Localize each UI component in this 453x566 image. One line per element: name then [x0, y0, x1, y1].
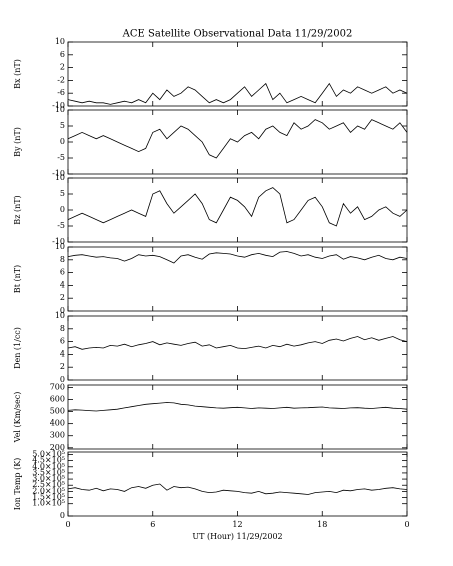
y-tick-label: 4.5×10⁵ [32, 456, 65, 465]
plot-frame [67, 246, 408, 312]
y-axis-label: Bz (nT) [13, 195, 22, 224]
x-tick-label: 12 [232, 520, 242, 529]
x-axis-label: UT (Hour) 11/29/2002 [192, 532, 282, 541]
y-tick-label: -10 [52, 101, 65, 110]
plot-frame [67, 384, 408, 450]
y-tick-label: -10 [52, 169, 65, 178]
y-tick-label: 0 [60, 511, 65, 520]
y-tick-label: 2 [60, 362, 65, 371]
x-tick-label: 0 [404, 520, 409, 529]
y-axis-label: By (nT) [13, 127, 22, 157]
y-tick-label: 4 [60, 280, 65, 289]
data-line [67, 402, 408, 412]
y-tick-label: 200 [50, 443, 65, 452]
y-tick-label: 700 [50, 382, 65, 391]
plot-frame [67, 41, 408, 107]
y-tick-label: 4.0×10⁵ [32, 462, 65, 471]
y-tick-label: -6 [57, 88, 65, 97]
y-axis-label: Den (1/cc) [13, 327, 22, 369]
y-axis-label: Vel (Km/sec) [13, 392, 22, 444]
y-tick-label: 500 [50, 407, 65, 416]
y-tick-label: 0 [60, 205, 65, 214]
x-tick-label: 0 [65, 520, 70, 529]
y-tick-label: 8 [60, 324, 65, 333]
y-tick-label: 1.5×10⁵ [32, 493, 65, 502]
x-tick-label: 6 [150, 520, 155, 529]
data-line [67, 119, 408, 159]
data-line [67, 251, 408, 264]
y-tick-label: 10 [55, 311, 65, 320]
plot-frame [67, 451, 408, 517]
y-tick-label: 10 [55, 242, 65, 251]
data-line [67, 82, 408, 105]
y-tick-label: 10 [55, 37, 65, 46]
y-tick-label: 5 [60, 121, 65, 130]
y-tick-label: 3.5×10⁵ [32, 468, 65, 477]
y-tick-label: 0 [60, 137, 65, 146]
y-tick-label: 4 [60, 349, 65, 358]
data-line [67, 336, 408, 350]
y-tick-label: 6 [60, 50, 65, 59]
data-line [67, 187, 408, 227]
y-tick-label: 5.0×10⁵ [32, 449, 65, 458]
y-tick-label: 2 [60, 293, 65, 302]
y-tick-label: 0 [60, 375, 65, 384]
y-tick-label: -5 [57, 153, 65, 162]
y-axis-label: Bx (nT) [13, 59, 22, 89]
y-tick-label: 10 [55, 105, 65, 114]
y-tick-label: 2.5×10⁵ [32, 480, 65, 489]
y-tick-label: 6 [60, 337, 65, 346]
x-tick-label: 18 [317, 520, 327, 529]
y-tick-label: 6 [60, 268, 65, 277]
y-tick-label: 1.0×10⁵ [32, 499, 65, 508]
data-line [67, 483, 408, 495]
y-tick-label: 2.0×10⁵ [32, 486, 65, 495]
chart-title: ACE Satellite Observational Data 11/29/2… [122, 29, 353, 40]
y-tick-label: 2 [60, 63, 65, 72]
y-tick-label: 300 [50, 431, 65, 440]
plot-frame [67, 177, 408, 243]
y-axis-label: Ion Temp (K) [13, 458, 22, 511]
y-tick-label: 3.0×10⁵ [32, 474, 65, 483]
y-tick-label: -10 [52, 237, 65, 246]
y-tick-label: 600 [50, 394, 65, 403]
y-tick-label: 400 [50, 419, 65, 428]
y-tick-label: 10 [55, 173, 65, 182]
y-tick-label: 8 [60, 255, 65, 264]
y-tick-label: -2 [57, 75, 65, 84]
y-tick-label: -5 [57, 221, 65, 230]
y-tick-label: 5 [60, 189, 65, 198]
y-tick-label: 0 [60, 306, 65, 315]
y-axis-label: Bt (nT) [13, 265, 22, 293]
